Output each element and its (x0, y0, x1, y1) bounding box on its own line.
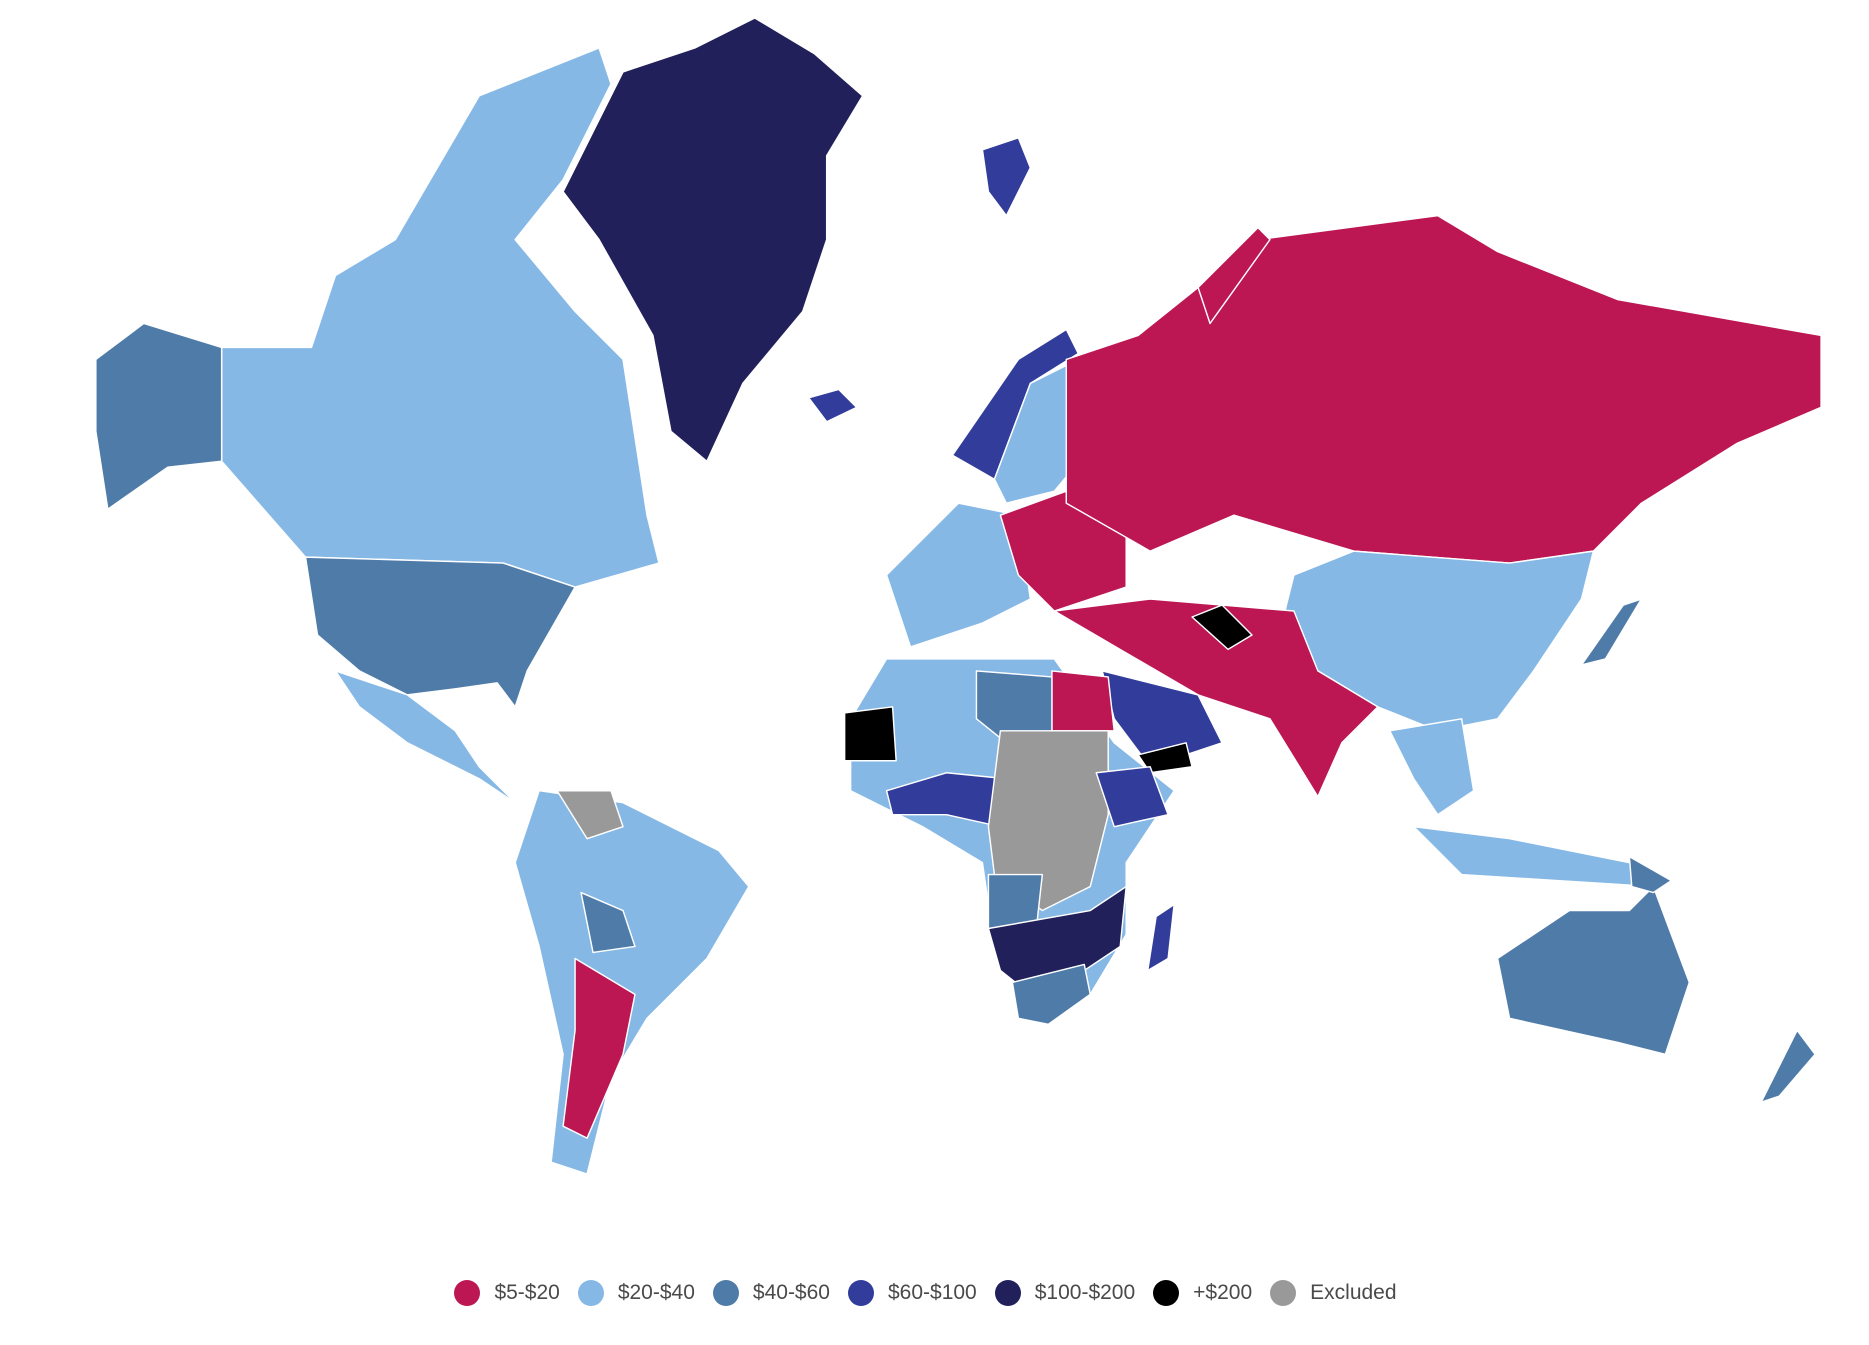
legend-label: +$200 (1193, 1281, 1253, 1304)
legend-swatch (454, 1280, 481, 1306)
legend-label: $20-$40 (617, 1281, 695, 1304)
legend-swatch (1270, 1280, 1297, 1306)
region-svalbard[interactable] (981, 137, 1032, 217)
legend-swatch (712, 1280, 739, 1306)
region-argentina[interactable] (562, 957, 636, 1139)
region-mexico-central-america[interactable] (334, 670, 516, 804)
region-south-africa[interactable] (1011, 963, 1091, 1026)
legend-label: $60-$100 (887, 1281, 977, 1304)
legend-swatch (847, 1280, 874, 1306)
region-middle-east-south-asia[interactable] (1053, 598, 1379, 798)
region-papua[interactable] (1628, 855, 1673, 894)
region-turkmenistan[interactable] (1191, 604, 1253, 651)
legend-item-200-plus[interactable]: +$200 (1153, 1280, 1252, 1306)
region-western-europe[interactable] (885, 502, 1032, 648)
legend: $5-$20 $20-$40 $40-$60 $60-$100 $100-$20… (0, 1280, 1869, 1306)
region-new-zealand[interactable] (1760, 1029, 1816, 1103)
region-iceland[interactable] (807, 388, 858, 423)
legend-label: $100-$200 (1034, 1281, 1136, 1304)
region-south-america[interactable] (514, 790, 750, 1175)
legend-label: $5-$20 (494, 1281, 560, 1304)
legend-label: Excluded (1310, 1281, 1397, 1304)
region-bolivia[interactable] (580, 891, 636, 954)
legend-swatch (1153, 1280, 1180, 1306)
region-novaya-zemlya[interactable] (1197, 226, 1271, 325)
region-venezuela-guyana[interactable] (556, 790, 624, 840)
region-greenland[interactable] (562, 17, 864, 462)
region-central-africa-excluded[interactable] (987, 730, 1109, 912)
region-ethiopia[interactable] (1095, 766, 1169, 828)
region-alaska[interactable] (95, 322, 223, 510)
region-indonesia[interactable] (1413, 825, 1655, 888)
legend-item-100-200[interactable]: $100-$200 (994, 1280, 1136, 1306)
region-japan[interactable] (1580, 598, 1643, 666)
legend-swatch (994, 1280, 1021, 1306)
region-usa[interactable] (304, 556, 576, 708)
legend-label: $40-$60 (752, 1281, 830, 1304)
legend-item-60-100[interactable]: $60-$100 (847, 1280, 977, 1306)
region-canada[interactable] (220, 47, 660, 588)
region-madagascar[interactable] (1147, 903, 1175, 972)
region-australia[interactable] (1496, 885, 1691, 1056)
legend-item-excluded[interactable]: Excluded (1270, 1280, 1397, 1306)
legend-swatch (577, 1280, 604, 1306)
region-egypt[interactable] (1051, 670, 1115, 732)
legend-item-40-60[interactable]: $40-$60 (712, 1280, 830, 1306)
region-russia[interactable] (1065, 214, 1822, 564)
region-southern-africa[interactable] (987, 885, 1127, 996)
region-southeast-asia[interactable] (1389, 718, 1475, 816)
region-mauritania[interactable] (843, 706, 897, 762)
legend-item-20-40[interactable]: $20-$40 (577, 1280, 695, 1306)
world-choropleth-map (95, 17, 1822, 1175)
legend-item-5-20[interactable]: $5-$20 (454, 1280, 560, 1306)
